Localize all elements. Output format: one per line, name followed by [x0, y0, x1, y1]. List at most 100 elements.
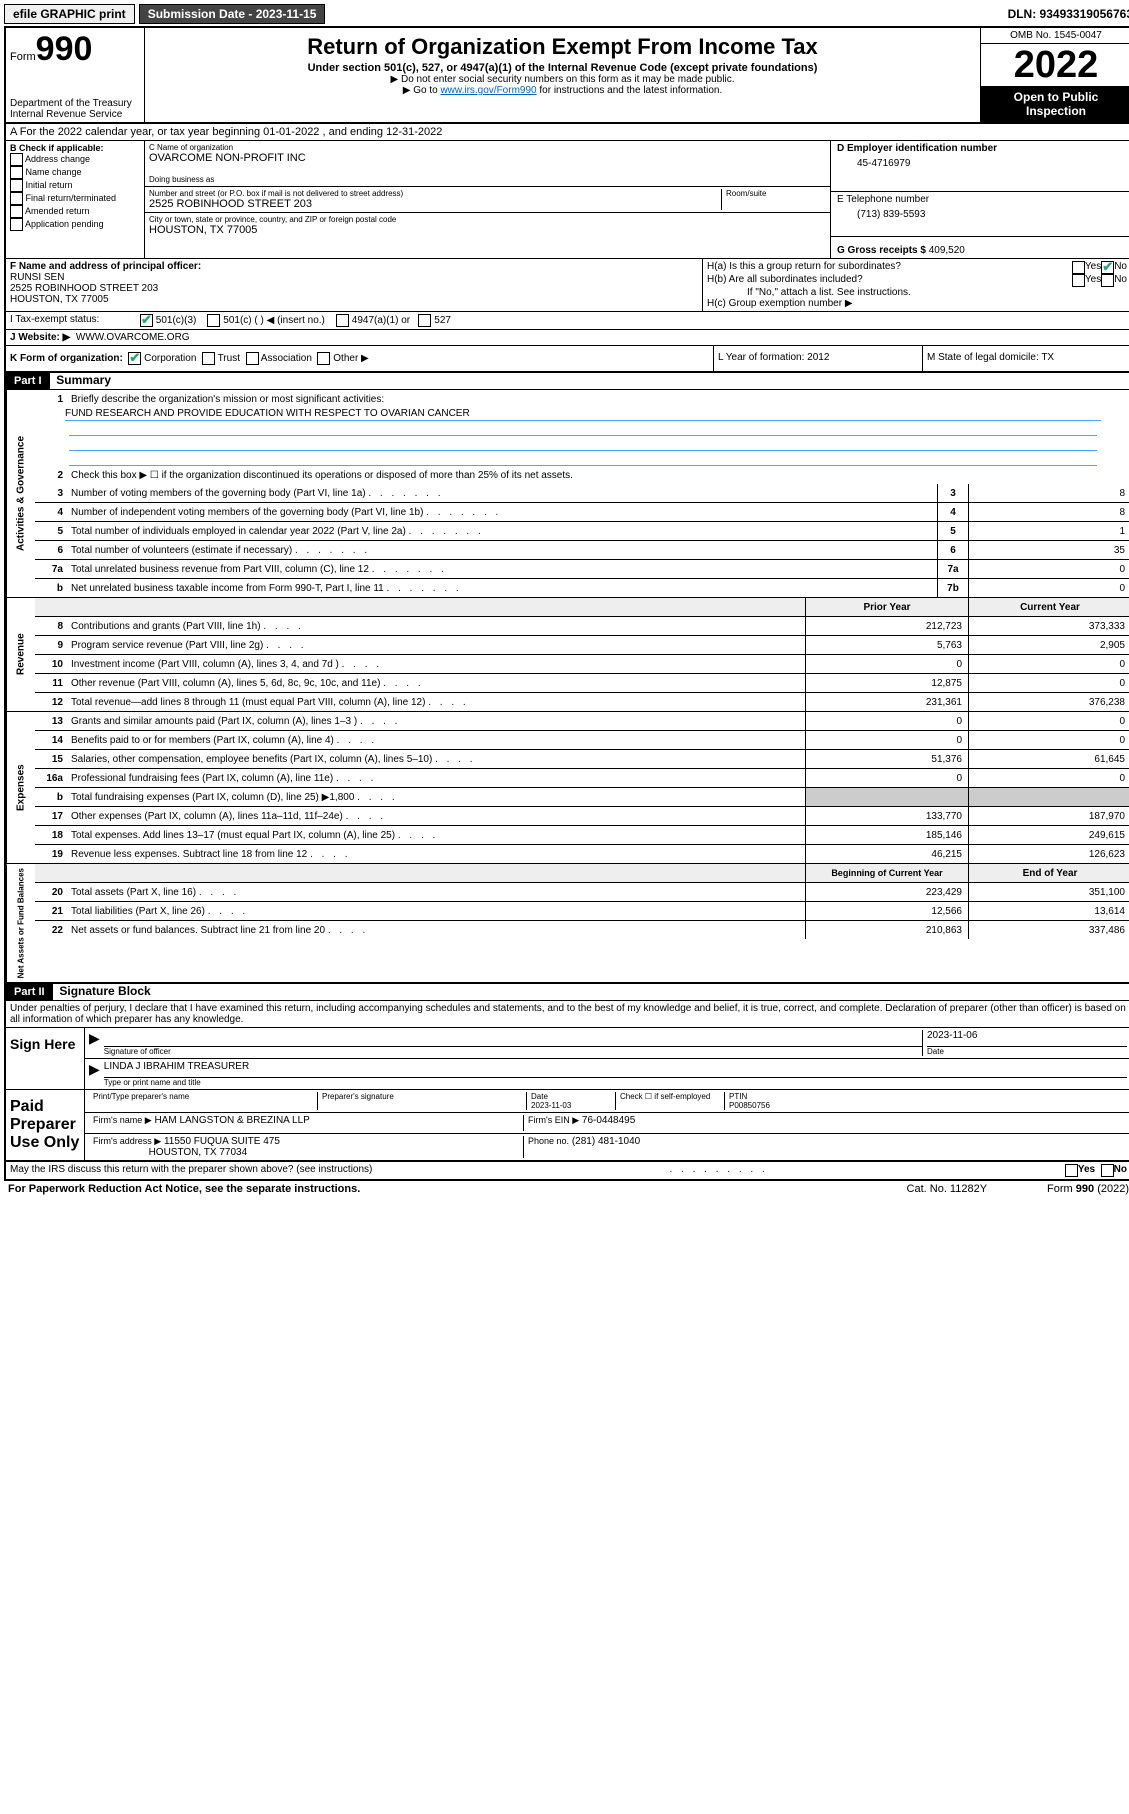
cb-trust[interactable]	[202, 352, 215, 365]
current-value: 0	[968, 674, 1129, 692]
opt-assoc: Association	[261, 353, 312, 364]
cb-corp[interactable]	[128, 352, 141, 365]
cb-label: Application pending	[25, 219, 104, 229]
goto-pre: ▶ Go to	[403, 85, 441, 96]
line-box: 7a	[937, 560, 968, 578]
no-label: No	[1114, 274, 1127, 287]
exp-body: 13 Grants and similar amounts paid (Part…	[35, 712, 1129, 863]
officer-addr2: HOUSTON, TX 77005	[10, 294, 698, 305]
cb-final-return[interactable]: Final return/terminated	[10, 192, 140, 205]
prior-value: 231,361	[805, 693, 968, 711]
city-cell: City or town, state or province, country…	[145, 213, 830, 238]
part2-title: Signature Block	[59, 984, 150, 998]
cb-527[interactable]	[418, 314, 431, 327]
line-text: Contributions and grants (Part VIII, lin…	[69, 620, 805, 633]
firm-name-line: Firm's name ▶ HAM LANGSTON & BREZINA LLP…	[85, 1113, 1129, 1134]
line-box: 7b	[937, 579, 968, 597]
line-text: Program service revenue (Part VIII, line…	[69, 639, 805, 652]
yes-label: Yes	[1085, 274, 1101, 287]
line-text: Total revenue—add lines 8 through 11 (mu…	[69, 696, 805, 709]
line-text: Other revenue (Part VIII, column (A), li…	[69, 677, 805, 690]
cb-amended-return[interactable]: Amended return	[10, 205, 140, 218]
prior-value: 12,875	[805, 674, 968, 692]
summary-row: 13 Grants and similar amounts paid (Part…	[35, 712, 1129, 731]
opt-4947: 4947(a)(1) or	[352, 315, 410, 326]
irs-label: Internal Revenue Service	[10, 109, 140, 120]
header-left: Form990 Department of the Treasury Inter…	[6, 28, 145, 122]
discuss-yes-cb[interactable]	[1065, 1164, 1078, 1177]
officer-block: F Name and address of principal officer:…	[6, 259, 703, 311]
current-value: 126,623	[968, 845, 1129, 863]
line-num: 12	[35, 697, 69, 708]
summary-row: 18 Total expenses. Add lines 13–17 (must…	[35, 826, 1129, 845]
header-right: OMB No. 1545-0047 2022 Open to Public In…	[980, 28, 1129, 122]
note-ssn: ▶ Do not enter social security numbers o…	[149, 74, 976, 85]
hb-yes-cb[interactable]	[1072, 274, 1085, 287]
summary-row: b Total fundraising expenses (Part IX, c…	[35, 788, 1129, 807]
hb-no-cb[interactable]	[1101, 274, 1114, 287]
opt-527: 527	[434, 315, 451, 326]
discuss-text: May the IRS discuss this return with the…	[10, 1164, 372, 1177]
year-formation: L Year of formation: 2012	[714, 346, 923, 371]
summary-row: b Net unrelated business taxable income …	[35, 579, 1129, 597]
dept-treasury: Department of the Treasury	[10, 98, 140, 109]
na-section: Net Assets or Fund Balances Beginning of…	[6, 864, 1129, 984]
phone-label: Phone no.	[528, 1136, 569, 1146]
irs-link[interactable]: www.irs.gov/Form990	[440, 85, 536, 96]
cb-app-pending[interactable]: Application pending	[10, 218, 140, 231]
line-value: 35	[968, 541, 1129, 559]
form-990-number: 990	[36, 30, 93, 68]
cb-initial-return[interactable]: Initial return	[10, 179, 140, 192]
summary-row: 22 Net assets or fund balances. Subtract…	[35, 921, 1129, 939]
current-value: 0	[968, 712, 1129, 730]
ha-no-cb[interactable]	[1101, 261, 1114, 274]
cb-address-change[interactable]: Address change	[10, 153, 140, 166]
efile-button[interactable]: efile GRAPHIC print	[4, 4, 135, 24]
current-value: 187,970	[968, 807, 1129, 825]
cb-other[interactable]	[317, 352, 330, 365]
prior-value: 210,863	[805, 921, 968, 939]
cb-501c3[interactable]	[140, 314, 153, 327]
line-value: 0	[968, 579, 1129, 597]
part2-bar: Part II Signature Block	[6, 984, 1129, 1001]
hb-note: If "No," attach a list. See instructions…	[707, 287, 1127, 298]
sig-officer-label: Signature of officer	[104, 1047, 922, 1056]
officer-name: RUNSI SEN	[10, 272, 698, 283]
line-num: 4	[35, 507, 69, 518]
blank	[69, 606, 805, 608]
website-label: J Website: ▶	[10, 332, 70, 343]
dln-text: DLN: 93493319056763	[1008, 7, 1129, 21]
summary-row: 10 Investment income (Part VIII, column …	[35, 655, 1129, 674]
end-year-header: End of Year	[968, 864, 1129, 882]
line-box: 4	[937, 503, 968, 521]
cb-501c[interactable]	[207, 314, 220, 327]
paid-body: Print/Type preparer's name Preparer's si…	[85, 1090, 1129, 1160]
opt-corp: Corporation	[144, 353, 196, 364]
submission-date-button[interactable]: Submission Date - 2023-11-15	[139, 4, 326, 24]
mission-block: FUND RESEARCH AND PROVIDE EDUCATION WITH…	[35, 408, 1129, 466]
current-value: 373,333	[968, 617, 1129, 635]
line-num: 6	[35, 545, 69, 556]
sig-officer-line: ▶ Signature of officer 2023-11-06 Date	[85, 1028, 1129, 1059]
cb-assoc[interactable]	[246, 352, 259, 365]
ha-yes-cb[interactable]	[1072, 261, 1085, 274]
line-num: 13	[35, 716, 69, 727]
sig-field[interactable]	[104, 1030, 922, 1047]
summary-row: 21 Total liabilities (Part X, line 26) .…	[35, 902, 1129, 921]
cb-4947[interactable]	[336, 314, 349, 327]
form-title: Return of Organization Exempt From Incom…	[149, 34, 976, 60]
line-num: 19	[35, 849, 69, 860]
cb-name-change[interactable]: Name change	[10, 166, 140, 179]
city-value: HOUSTON, TX 77005	[149, 224, 826, 236]
prior-value: 212,723	[805, 617, 968, 635]
sign-body: ▶ Signature of officer 2023-11-06 Date ▶…	[85, 1028, 1129, 1089]
discuss-no-cb[interactable]	[1101, 1164, 1114, 1177]
blue-line	[69, 436, 1097, 451]
summary-row: 4 Number of independent voting members o…	[35, 503, 1129, 522]
line-text: Net assets or fund balances. Subtract li…	[69, 924, 805, 937]
current-year-header: Current Year	[968, 598, 1129, 616]
omb-number: OMB No. 1545-0047	[981, 28, 1129, 44]
line-num: 22	[35, 925, 69, 936]
gov-vlabel: Activities & Governance	[6, 390, 35, 597]
line-num: 5	[35, 526, 69, 537]
